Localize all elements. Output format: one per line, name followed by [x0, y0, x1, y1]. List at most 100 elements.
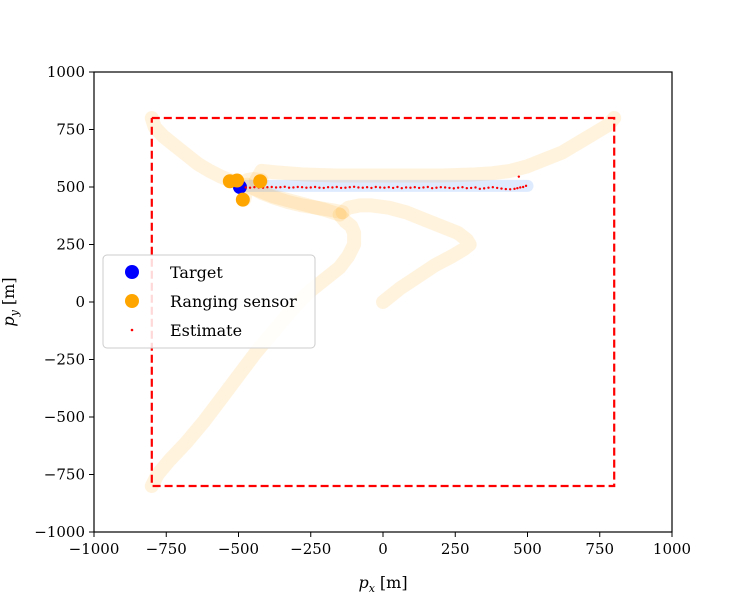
y-axis-label-main: p — [0, 316, 18, 326]
estimate-point — [266, 186, 269, 189]
estimate-point — [318, 186, 321, 189]
x-tick-label: −750 — [146, 540, 187, 558]
estimate-point — [521, 185, 525, 189]
legend-sensor-label: Ranging sensor — [170, 292, 297, 311]
estimate-point — [435, 186, 438, 189]
estimate-point — [474, 186, 477, 189]
legend-sensor-marker — [125, 294, 139, 308]
x-tick-label: 750 — [585, 540, 614, 558]
estimate-point — [248, 186, 252, 189]
estimate-point — [339, 186, 343, 190]
estimate-point — [519, 186, 522, 189]
estimate-point — [524, 184, 528, 188]
estimate-point — [500, 187, 503, 190]
x-tick-label: −1000 — [69, 540, 120, 558]
estimate-point — [469, 186, 473, 190]
axis-ticks: −1000 −750 −500 −250 0 250 500 750 1000 −1000 −750… — [34, 63, 691, 558]
estimate-point — [443, 186, 447, 189]
boundary-box — [150, 116, 616, 488]
sensor-trail-5 — [237, 177, 350, 220]
estimate-point — [348, 186, 351, 189]
estimate-point — [344, 186, 347, 189]
x-axis-label: px [m] — [358, 573, 407, 595]
legend-target-label: Target — [170, 263, 223, 282]
estimate-point — [448, 186, 451, 190]
estimate-point — [439, 186, 442, 189]
y-tick-label: 250 — [56, 236, 85, 254]
estimate-point — [326, 186, 330, 189]
x-tick-label: −250 — [290, 540, 331, 558]
estimate-point — [378, 186, 382, 189]
estimate-point — [487, 186, 490, 189]
x-axis-label-sub: x — [369, 582, 376, 595]
estimate-point — [422, 186, 425, 189]
estimate-point — [452, 187, 456, 190]
estimate-point — [430, 186, 434, 190]
estimate-point — [513, 187, 516, 191]
estimate-point — [370, 186, 373, 190]
estimate-point — [287, 186, 291, 189]
estimate-point — [296, 185, 299, 189]
estimate-point — [409, 186, 412, 189]
legend-box — [102, 254, 316, 349]
estimate-point — [491, 186, 495, 189]
estimate-point — [305, 186, 308, 189]
estimate-point — [478, 187, 482, 191]
estimate-point — [274, 186, 278, 189]
estimate-point — [461, 186, 464, 189]
y-axis-label-sub: y — [8, 309, 21, 317]
estimate-point — [292, 186, 295, 189]
y-tick-label: 500 — [56, 178, 85, 196]
x-tick-label: −500 — [218, 540, 259, 558]
estimate-point — [383, 186, 386, 189]
y-tick-label: 1000 — [47, 63, 85, 81]
estimate-point — [283, 185, 286, 188]
y-axis-label-unit: [m] — [0, 277, 18, 305]
estimate-point — [391, 186, 395, 190]
y-tick-label: −250 — [44, 351, 85, 369]
sensor-trail-0 — [144, 111, 246, 190]
estimate-point — [456, 186, 460, 189]
estimate-point — [517, 175, 521, 178]
estimate-point — [404, 186, 408, 189]
x-axis-label-unit: [m] — [380, 573, 408, 592]
estimate-point — [465, 186, 469, 190]
sensor-point-2 — [253, 174, 268, 189]
estimate-point — [279, 186, 282, 189]
x-tick-label: 250 — [441, 540, 470, 558]
estimate-point — [374, 185, 377, 189]
estimate-point — [516, 186, 519, 190]
estimate-point — [482, 187, 486, 190]
sensor-trail-4 — [335, 198, 477, 309]
x-axis-label-main: p — [358, 573, 368, 592]
estimate-point — [270, 185, 273, 189]
estimate-point — [361, 186, 364, 189]
sensor-point-1 — [230, 173, 245, 188]
sensor-trail-3 — [237, 172, 347, 222]
estimate-point — [335, 185, 338, 189]
estimate-point — [396, 185, 399, 189]
sensor-point-3 — [235, 192, 250, 207]
legend: Target Ranging sensor Estimate — [102, 254, 316, 349]
estimate-point — [309, 186, 312, 189]
estimate-point — [313, 185, 317, 189]
x-tick-label: 500 — [513, 540, 542, 558]
estimate-point — [387, 186, 390, 189]
estimate-point — [413, 186, 416, 189]
estimate-point — [357, 186, 360, 189]
estimate-point — [495, 186, 499, 190]
estimate-point — [426, 185, 429, 189]
estimate-point — [508, 188, 512, 191]
x-tick-label: 0 — [378, 540, 388, 558]
estimate-point — [322, 186, 325, 190]
y-tick-label: −750 — [44, 466, 85, 484]
y-tick-label: 750 — [56, 121, 85, 139]
x-tick-label: 1000 — [653, 540, 691, 558]
sensor-trail-1 — [248, 111, 622, 188]
estimate-point — [331, 186, 334, 189]
estimate-point — [244, 186, 247, 189]
y-tick-label: 0 — [75, 293, 85, 311]
estimate-point — [400, 186, 403, 190]
y-tick-label: −500 — [44, 408, 85, 426]
estimate-point — [253, 186, 256, 189]
